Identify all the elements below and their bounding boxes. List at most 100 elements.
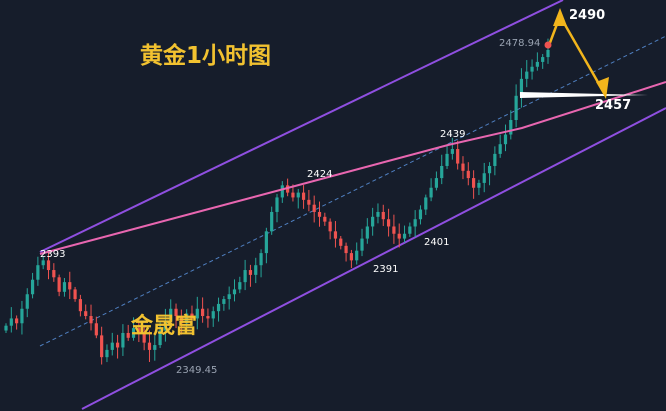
candle-body bbox=[312, 204, 316, 212]
candle-body bbox=[137, 328, 141, 333]
candle-body bbox=[461, 163, 465, 171]
candle-body bbox=[434, 178, 439, 188]
candle-body bbox=[371, 216, 375, 227]
candle-body bbox=[62, 282, 67, 292]
last-price-dot bbox=[544, 41, 552, 49]
candle-body bbox=[147, 342, 152, 350]
candle-body bbox=[131, 328, 136, 338]
candle-body bbox=[317, 211, 322, 217]
candle-body bbox=[46, 260, 51, 271]
candle-body bbox=[179, 316, 183, 324]
candle-body bbox=[41, 260, 45, 266]
candle-body bbox=[270, 211, 274, 232]
candle-body bbox=[450, 149, 454, 154]
candle-body bbox=[355, 250, 359, 261]
candle-body bbox=[4, 325, 8, 331]
candle-body bbox=[408, 226, 412, 234]
candle-body bbox=[328, 221, 332, 232]
arrow-down-head bbox=[596, 77, 609, 99]
candle-body bbox=[121, 332, 125, 348]
channel-lower-line bbox=[81, 107, 666, 410]
candle-body bbox=[466, 170, 470, 179]
candle-body bbox=[509, 120, 513, 135]
candle-body bbox=[36, 265, 40, 280]
candle-body bbox=[530, 66, 534, 72]
candle-body bbox=[57, 277, 61, 292]
candle-body bbox=[100, 335, 104, 358]
candle-body bbox=[211, 311, 215, 319]
candle-body bbox=[487, 165, 492, 174]
candle-body bbox=[397, 233, 401, 239]
candle-body bbox=[115, 342, 120, 348]
candle-body bbox=[190, 313, 194, 319]
candle-body bbox=[264, 231, 268, 254]
candle-body bbox=[291, 192, 295, 198]
candle-body bbox=[259, 253, 263, 266]
candle-body bbox=[472, 178, 476, 188]
candle-body bbox=[68, 282, 72, 290]
candle-body bbox=[445, 153, 449, 166]
candle-body bbox=[440, 165, 444, 179]
candle-body bbox=[105, 349, 109, 358]
candle-body bbox=[153, 345, 157, 350]
candle-body bbox=[429, 187, 433, 198]
target-down-label: 2457 bbox=[595, 98, 632, 113]
target-up-label: 2490 bbox=[569, 8, 606, 23]
candle-body bbox=[493, 153, 497, 166]
channel-upper-line bbox=[39, 0, 564, 253]
candle-body bbox=[546, 49, 550, 58]
candle-body bbox=[535, 61, 539, 67]
candle-body bbox=[344, 245, 348, 254]
candle-body bbox=[402, 233, 407, 239]
channel-mid-dashed-line bbox=[39, 35, 666, 347]
candle-body bbox=[360, 238, 364, 251]
candle-body bbox=[254, 265, 258, 275]
candle-body bbox=[307, 199, 311, 205]
candle-body bbox=[424, 197, 428, 210]
candle-body bbox=[386, 219, 391, 227]
swing-label-2439: 2439 bbox=[440, 129, 466, 140]
candle-body bbox=[477, 182, 481, 188]
candle-body bbox=[20, 308, 24, 324]
candle-body bbox=[456, 149, 460, 164]
candle-body bbox=[503, 134, 508, 145]
candle-body bbox=[158, 330, 162, 346]
candle-body bbox=[201, 308, 205, 317]
candle-body bbox=[275, 197, 279, 212]
candle-body bbox=[333, 231, 338, 239]
candle-body bbox=[232, 289, 237, 295]
last-price-label: 2478.94 bbox=[499, 38, 541, 49]
arrow-up-head bbox=[553, 8, 567, 26]
candle-body bbox=[392, 226, 396, 234]
chart-title: 黄金1小时图 bbox=[140, 43, 272, 69]
candle-body bbox=[216, 303, 221, 312]
candle-body bbox=[185, 313, 189, 324]
candle-body bbox=[30, 279, 35, 295]
candle-body bbox=[174, 308, 178, 317]
candle-body bbox=[206, 316, 210, 319]
swing-label-2391: 2391 bbox=[373, 264, 399, 275]
swing-high-trendline bbox=[39, 81, 666, 255]
candle-body bbox=[25, 294, 29, 309]
candle-body bbox=[195, 308, 199, 319]
swing-label-2401: 2401 bbox=[424, 237, 450, 248]
candle-body bbox=[349, 253, 353, 261]
candle-body bbox=[222, 299, 226, 304]
candle-body bbox=[498, 144, 502, 154]
swing-label-2393: 2393 bbox=[40, 249, 66, 260]
candle-body bbox=[248, 270, 253, 275]
candle-body bbox=[381, 211, 385, 220]
candle-body bbox=[323, 216, 327, 222]
candle-body bbox=[296, 192, 300, 198]
candle-body bbox=[519, 78, 524, 96]
candle-body bbox=[482, 173, 486, 183]
candle-body bbox=[163, 320, 168, 331]
candle-body bbox=[89, 316, 93, 324]
candle-body bbox=[514, 95, 518, 120]
low-price-label: 2349.45 bbox=[176, 365, 218, 376]
swing-label-2424: 2424 bbox=[307, 169, 333, 180]
candle-body bbox=[227, 294, 231, 300]
candle-body bbox=[94, 323, 98, 336]
support-marker bbox=[520, 92, 648, 98]
